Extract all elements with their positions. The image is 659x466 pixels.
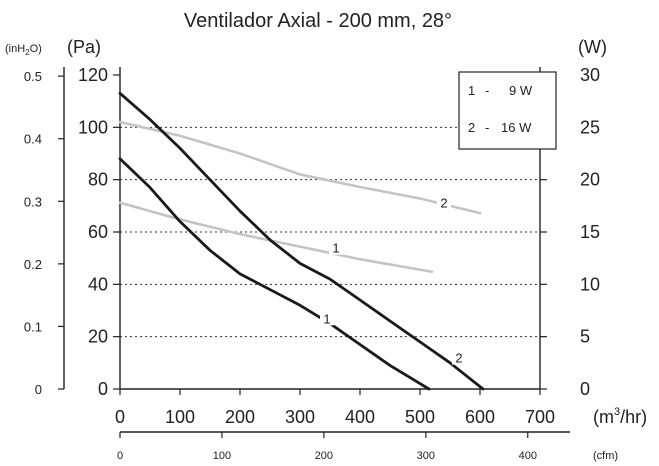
- y-tick-label-inh2o: 0.5: [24, 69, 42, 84]
- legend-entry-2-text: 16 W: [501, 120, 532, 135]
- y-tick-label-inh2o: 0.3: [24, 194, 42, 209]
- x-tick-label-cfm: 400: [519, 450, 537, 462]
- curve-label-bg: [452, 348, 466, 365]
- curve-label-power-1: 1: [332, 241, 339, 256]
- unit-inh2o-sub: 2: [25, 48, 30, 57]
- x-tick-label-cfm: 200: [315, 450, 333, 462]
- x-tick-label-m3hr: 400: [345, 407, 375, 427]
- legend-entry-1-id: 1: [468, 83, 475, 98]
- y-tick-label-pa: 40: [88, 274, 108, 294]
- unit-label-w: (W): [578, 37, 607, 57]
- unit-label-m3hr: (m3/hr): [593, 406, 647, 427]
- legend: 1 - 9 W 2 - 16 W: [458, 71, 557, 150]
- x-tick-label-m3hr: 500: [405, 407, 435, 427]
- legend-entry-1: 1 - 9 W: [468, 83, 533, 98]
- legend-entry-2-id: 2: [468, 120, 475, 135]
- y-tick-label-pa: 60: [88, 222, 108, 242]
- unit-inh2o-suffix: O): [30, 43, 42, 55]
- x-tick-label-cfm: 0: [117, 450, 123, 462]
- legend-box: [458, 71, 557, 150]
- unit-label-pa: (Pa): [67, 37, 101, 57]
- y-tick-label-inh2o: 0: [35, 382, 42, 397]
- curve-label-pressure-1: 1: [323, 311, 330, 326]
- unit-m3hr-suffix: /hr): [620, 407, 647, 427]
- y-tick-label-w: 10: [580, 274, 600, 294]
- curve-label-bg: [329, 238, 343, 255]
- x-tick-label-m3hr: 600: [465, 407, 495, 427]
- y-tick-label-pa: 80: [88, 170, 108, 190]
- power-curve-1: [118, 201, 434, 274]
- x-tick-label-m3hr: 700: [525, 407, 555, 427]
- power-curve-2: [118, 120, 482, 215]
- curve-label-pressure-2: 2: [455, 351, 462, 366]
- x-tick-label-m3hr: 300: [285, 407, 315, 427]
- y-tick-label-w: 30: [580, 65, 600, 85]
- x-tick-label-m3hr: 0: [115, 407, 125, 427]
- y-tick-label-w: 25: [580, 117, 600, 137]
- curve-label-bg: [320, 309, 334, 326]
- y-tick-label-pa: 0: [98, 379, 108, 399]
- y-tick-label-inh2o: 0.4: [24, 132, 42, 147]
- unit-inh2o-prefix: (inH: [5, 43, 25, 55]
- y-tick-label-pa: 120: [78, 65, 108, 85]
- unit-label-cfm: (cfm): [593, 450, 618, 462]
- unit-label-inh2o: (inH2O): [5, 43, 42, 57]
- x-tick-label-cfm: 300: [417, 450, 435, 462]
- pressure-curve-1: [118, 157, 431, 391]
- y-tick-label-w: 20: [580, 170, 600, 190]
- legend-entry-2: 2 - 16 W: [468, 120, 532, 135]
- unit-m3hr-prefix: (m: [593, 407, 614, 427]
- y-tick-label-w: 15: [580, 222, 600, 242]
- y-tick-label-pa: 20: [88, 327, 108, 347]
- x-tick-label-cfm: 100: [213, 450, 231, 462]
- legend-entry-2-sep: -: [485, 120, 489, 135]
- y-tick-label-inh2o: 0.1: [24, 319, 42, 334]
- curve-label-bg: [437, 193, 451, 210]
- y-tick-label-inh2o: 0.2: [24, 257, 42, 272]
- y-tick-label-pa: 100: [78, 117, 108, 137]
- unit-m3hr-sup: 3: [614, 406, 620, 418]
- data-series: 1 2 1 2: [118, 91, 485, 391]
- pressure-curve-2: [118, 91, 485, 391]
- legend-entry-1-sep: -: [485, 83, 489, 98]
- legend-entry-1-text: 9 W: [509, 83, 533, 98]
- x-tick-label-m3hr: 100: [165, 407, 195, 427]
- x-tick-label-m3hr: 200: [225, 407, 255, 427]
- axes: 02040608010012000.10.20.30.40.5051015202…: [24, 65, 600, 462]
- curve-label-power-2: 2: [440, 196, 447, 211]
- grid-lines: [120, 126, 540, 338]
- y-tick-label-w: 5: [580, 327, 590, 347]
- y-tick-label-w: 0: [580, 379, 590, 399]
- chart-title: Ventilador Axial - 200 mm, 28°: [184, 10, 452, 32]
